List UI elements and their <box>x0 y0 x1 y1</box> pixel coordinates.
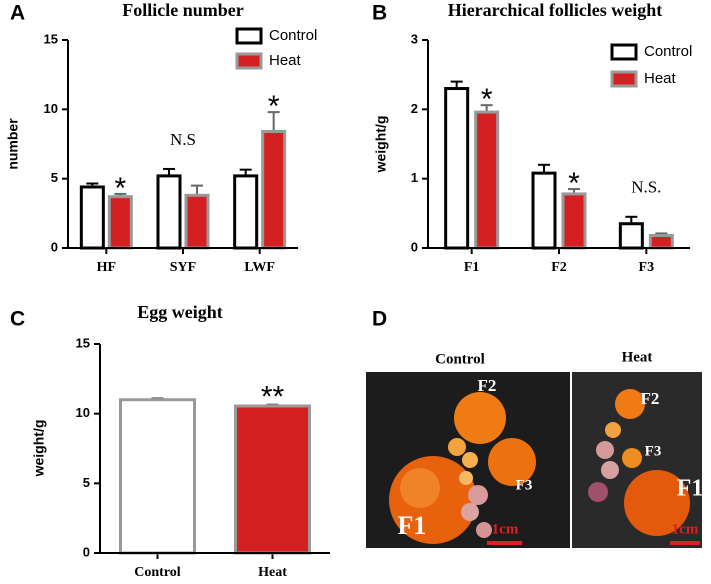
y-tick-label: 10 <box>44 101 58 116</box>
legend-label: Control <box>644 43 692 60</box>
bar <box>618 222 644 250</box>
x-tick-label: F1 <box>464 260 480 275</box>
y-axis-label: number <box>5 118 21 170</box>
y-tick-label: 15 <box>76 335 90 350</box>
bar <box>79 185 105 250</box>
x-tick-label: F2 <box>551 260 567 275</box>
panel-letter: A <box>10 2 25 25</box>
legend-label: Heat <box>269 52 302 69</box>
chart-title: Hierarchical follicles weight <box>448 0 663 20</box>
bar <box>119 398 196 555</box>
legend-label: Heat <box>644 70 677 87</box>
scale-label: 1cm <box>672 521 699 537</box>
significance: * <box>568 167 580 200</box>
legend-swatch <box>610 43 638 61</box>
bar <box>184 193 210 250</box>
bar <box>261 130 287 250</box>
legend-label: Control <box>269 27 317 44</box>
x-tick-label: SYF <box>170 260 196 275</box>
bar <box>531 171 557 250</box>
photo-title: Control <box>435 351 485 367</box>
legend-swatch <box>235 52 263 70</box>
y-tick-label: 10 <box>76 405 90 420</box>
y-tick-label: 5 <box>51 170 58 185</box>
bar <box>156 174 182 250</box>
x-tick-label: HF <box>97 260 116 275</box>
bar <box>561 192 587 250</box>
significance: * <box>268 90 280 123</box>
follicle-label: F1 <box>398 511 427 540</box>
photo-control-follicles <box>389 392 536 544</box>
y-tick-label: 0 <box>411 239 418 254</box>
bar <box>648 234 674 250</box>
legend-swatch <box>235 27 263 45</box>
scale-label: 1cm <box>492 521 519 537</box>
follicle-label: F2 <box>478 376 497 395</box>
follicle-label: F3 <box>645 443 662 459</box>
significance: N.S. <box>631 178 661 197</box>
chart-title: Follicle number <box>122 0 243 20</box>
follicle-label: F3 <box>516 477 533 493</box>
bar <box>444 87 470 250</box>
panel-letter: D <box>372 308 387 331</box>
panel-letter: C <box>10 308 25 331</box>
y-tick-label: 5 <box>83 475 90 490</box>
significance: N.S <box>170 130 196 149</box>
bar <box>234 404 311 555</box>
y-axis-label: weight/g <box>373 116 389 174</box>
y-tick-label: 1 <box>411 170 418 185</box>
photo-panel <box>366 372 702 548</box>
photo-heat-follicles <box>588 389 690 536</box>
y-axis-label: weight/g <box>31 420 47 478</box>
legend-swatch <box>610 70 638 88</box>
follicle-label: F2 <box>641 389 660 408</box>
x-tick-label: LWF <box>244 260 275 275</box>
y-tick-label: 3 <box>411 31 418 46</box>
significance: ** <box>261 381 285 414</box>
significance: * <box>114 172 126 205</box>
chart-title: Egg weight <box>137 302 223 322</box>
bar <box>474 110 500 250</box>
bar <box>233 174 259 250</box>
x-tick-label: Heat <box>258 565 287 580</box>
photo-title: Heat <box>622 349 653 365</box>
significance: * <box>481 83 493 116</box>
follicle-label: F1 <box>677 476 704 502</box>
panel-letter: B <box>372 2 387 25</box>
y-tick-label: 15 <box>44 31 58 46</box>
y-tick-label: 0 <box>51 239 58 254</box>
y-tick-label: 2 <box>411 101 418 116</box>
x-tick-label: F3 <box>639 260 655 275</box>
x-tick-label: Control <box>134 565 181 580</box>
y-tick-label: 0 <box>83 544 90 559</box>
